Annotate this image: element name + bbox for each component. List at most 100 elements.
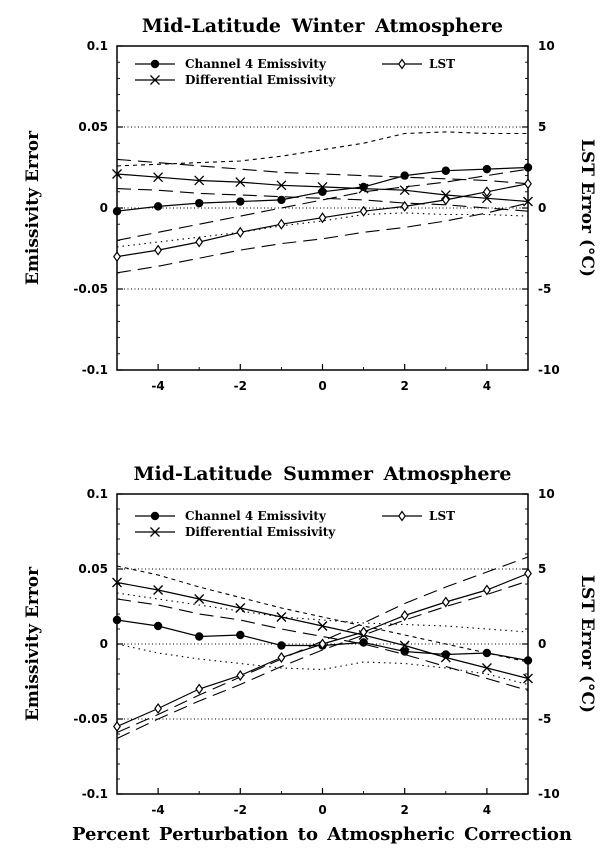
- data-point: [400, 609, 409, 622]
- data-point: [236, 197, 245, 206]
- y-axis-label: Emissivity Error: [23, 566, 43, 721]
- x-tick-label: -4: [151, 379, 164, 393]
- y2-tick-label: 0: [538, 201, 546, 215]
- data-point: [441, 194, 450, 206]
- data-point: [153, 621, 163, 631]
- data-point: [399, 185, 410, 196]
- y-tick-label: 0.1: [87, 487, 108, 501]
- x-tick-label: -2: [234, 379, 247, 393]
- x-tick-label: 0: [318, 803, 326, 817]
- data-point: [524, 178, 532, 190]
- data-point: [400, 200, 409, 212]
- data-point: [276, 180, 287, 191]
- data-point: [194, 594, 205, 604]
- panel-winter: Mid-Latitude Winter Atmosphere 0.1 0.05 0 -0…: [23, 15, 597, 393]
- data-point: [277, 651, 286, 664]
- data-point: [195, 198, 204, 208]
- data-point: [154, 702, 163, 715]
- data-point: [276, 612, 287, 622]
- data-point: [358, 183, 369, 194]
- data-point: [195, 683, 204, 695]
- data-point: [399, 640, 410, 651]
- y2-tick-label: 5: [538, 562, 546, 576]
- data-point: [359, 182, 368, 192]
- y-tick-label: 0: [100, 637, 108, 651]
- y-tick-label: 0: [100, 201, 108, 215]
- x-tick-label: 4: [483, 379, 491, 393]
- data-point: [523, 196, 533, 207]
- y2-tick-label: 5: [538, 120, 546, 134]
- data-point: [277, 218, 286, 230]
- bound-line-4: [116, 168, 529, 241]
- y2-tick-label: -5: [538, 282, 551, 296]
- data-point: [112, 615, 122, 625]
- data-point: [113, 720, 121, 733]
- y2-axis-label: LST Error (°C): [577, 575, 597, 713]
- data-point: [482, 648, 492, 658]
- panel-summer: Mid-Latitude Summer Atmosphere 0.1 0.05 0 -0…: [23, 463, 597, 817]
- bound-line-2: [116, 158, 529, 185]
- data-point: [524, 567, 532, 580]
- legend-marker: [150, 59, 160, 69]
- x-tick-label: -2: [234, 803, 247, 817]
- x-tick-label: 4: [483, 803, 491, 817]
- y-tick-label: -0.05: [73, 712, 108, 726]
- legend-label: Differential Emissivity: [185, 73, 336, 87]
- data-point: [236, 226, 245, 238]
- plot-frame: [116, 45, 529, 371]
- data-point: [195, 632, 204, 641]
- data-point: [112, 169, 122, 179]
- y2-tick-label: 10: [538, 39, 555, 53]
- legend-label: Channel 4 Emissivity: [185, 509, 327, 523]
- data-point: [482, 584, 491, 596]
- bound-line-4: [116, 556, 529, 734]
- data-point: [236, 669, 245, 682]
- data-point: [359, 626, 368, 638]
- data-point: [153, 585, 164, 595]
- bound-line-0: [116, 131, 528, 167]
- y2-tick-label: -10: [538, 363, 560, 377]
- y-tick-label: 0.1: [87, 39, 108, 53]
- data-point: [359, 205, 368, 217]
- y2-axis-label: LST Error (°C): [577, 139, 597, 277]
- chart-title: Mid-Latitude Winter Atmosphere: [142, 15, 503, 37]
- data-point: [153, 172, 164, 183]
- x-tick-label: 0: [318, 379, 326, 393]
- data-point: [318, 212, 327, 224]
- data-point: [481, 193, 492, 204]
- data-point: [112, 577, 122, 588]
- data-point: [194, 175, 205, 186]
- series-line-1: [116, 581, 529, 680]
- chart-title: Mid-Latitude Summer Atmosphere: [133, 463, 511, 485]
- y2-tick-label: 0: [538, 637, 546, 651]
- bound-line-3: [116, 188, 529, 212]
- data-point: [236, 630, 245, 640]
- data-point: [318, 638, 327, 650]
- data-point: [441, 166, 450, 175]
- x-tick-label: 2: [401, 379, 409, 393]
- legend-marker: [150, 527, 160, 537]
- data-point: [523, 163, 533, 172]
- bound-line-5: [116, 580, 529, 739]
- data-point: [482, 186, 491, 198]
- y-tick-label: -0.1: [82, 363, 108, 377]
- y-axis-label: Emissivity Error: [23, 130, 43, 285]
- data-point: [523, 673, 533, 684]
- data-point: [317, 621, 328, 631]
- legend-label: LST: [429, 57, 455, 71]
- legend-marker: [398, 58, 406, 70]
- data-point: [113, 251, 121, 263]
- data-point: [277, 195, 286, 205]
- data-point: [481, 663, 492, 673]
- data-point: [523, 656, 533, 665]
- y-tick-label: 0.05: [78, 120, 108, 134]
- bound-line-1: [116, 598, 529, 692]
- legend-marker: [150, 75, 160, 85]
- x-tick-label: 2: [401, 803, 409, 817]
- data-point: [317, 181, 328, 192]
- data-point: [441, 596, 450, 608]
- data-point: [482, 164, 492, 174]
- legend-label: LST: [429, 509, 455, 523]
- y2-tick-label: -10: [538, 787, 560, 801]
